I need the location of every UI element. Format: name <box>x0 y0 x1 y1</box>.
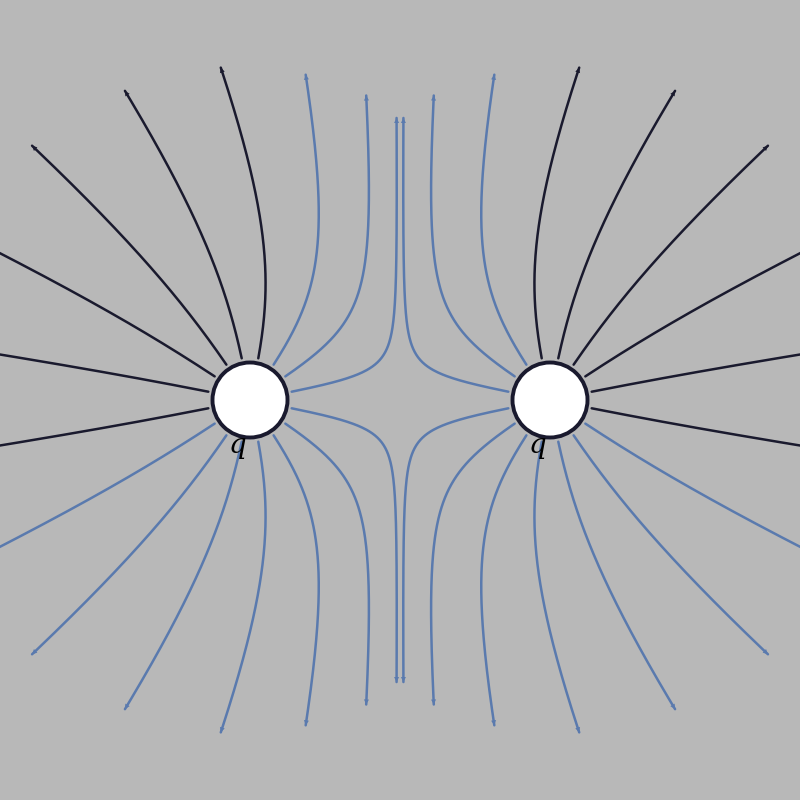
Text: q: q <box>229 432 246 459</box>
Circle shape <box>213 362 287 438</box>
Text: q: q <box>529 432 546 459</box>
Circle shape <box>513 362 587 438</box>
